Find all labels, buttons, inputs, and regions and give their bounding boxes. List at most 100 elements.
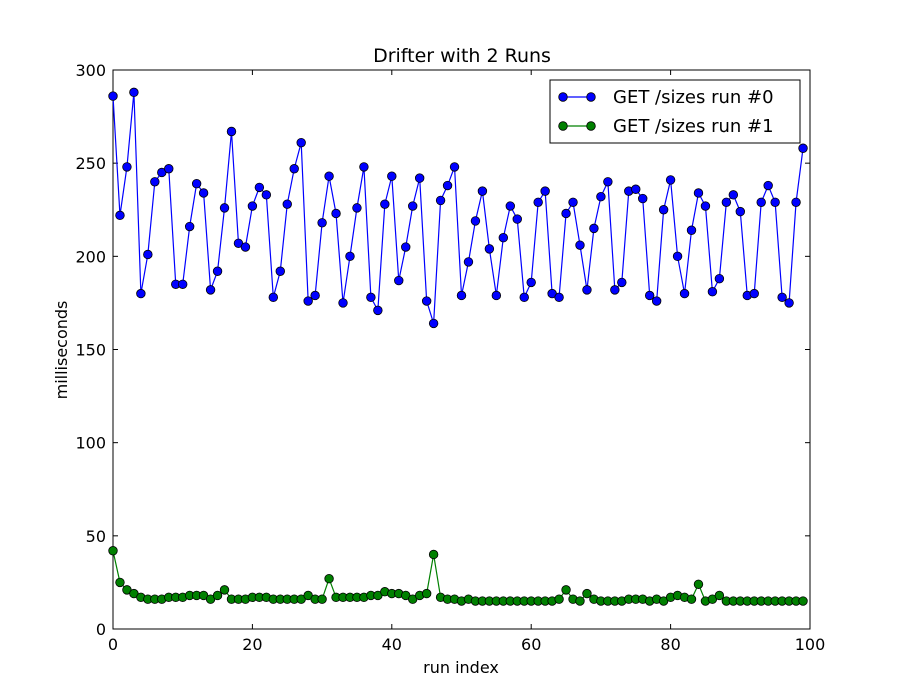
y-axis-label: milliseconds <box>52 301 71 400</box>
data-point <box>428 549 439 560</box>
data-point <box>268 292 279 303</box>
data-point <box>512 214 522 224</box>
series-line <box>112 92 804 324</box>
data-point <box>582 285 592 295</box>
legend-marker <box>586 92 596 102</box>
data-point <box>150 177 160 187</box>
data-point <box>561 208 571 219</box>
data-point <box>136 288 146 299</box>
data-point <box>658 205 669 215</box>
data-point <box>686 594 697 604</box>
data-point <box>317 218 327 228</box>
series-0 <box>108 87 808 329</box>
x-tick-label: 20 <box>242 635 262 654</box>
data-point <box>394 275 404 286</box>
data-point <box>421 296 432 306</box>
legend-box <box>549 79 801 144</box>
data-point <box>554 594 564 604</box>
data-point <box>366 292 376 303</box>
data-point <box>533 197 543 207</box>
data-point <box>470 216 481 226</box>
data-point <box>693 188 704 198</box>
data-point <box>275 266 285 276</box>
data-point <box>665 175 676 185</box>
data-point <box>519 292 529 303</box>
data-point <box>700 201 711 211</box>
data-point <box>317 594 327 604</box>
legend-marker <box>586 121 596 131</box>
data-point <box>219 585 230 595</box>
data-point <box>638 193 648 204</box>
data-point <box>212 590 223 601</box>
data-point <box>735 206 746 217</box>
data-point <box>352 203 362 213</box>
y-tick-label: 250 <box>75 154 106 173</box>
data-point <box>408 201 418 211</box>
legend-marker <box>558 92 568 102</box>
data-point <box>603 177 613 187</box>
plot-area <box>112 69 811 630</box>
data-point <box>707 287 718 297</box>
x-axis-label: run index <box>423 658 499 677</box>
y-tick-label: 50 <box>86 527 106 546</box>
y-tick-label: 100 <box>75 434 106 453</box>
x-tick-label: 40 <box>382 635 402 654</box>
data-point <box>282 199 292 209</box>
data-point <box>198 188 209 198</box>
data-point <box>798 143 808 153</box>
data-point <box>777 292 787 303</box>
legend: GET /sizes run #0 GET /sizes run #1 <box>549 79 801 144</box>
data-point <box>714 273 725 284</box>
data-point <box>770 197 780 207</box>
y-tick-label: 300 <box>75 61 106 80</box>
data-point <box>791 197 801 207</box>
series-layer <box>108 87 808 606</box>
data-point <box>177 279 188 289</box>
data-point <box>387 171 397 181</box>
data-point <box>582 588 592 599</box>
data-point <box>289 164 299 174</box>
data-point <box>338 298 348 308</box>
data-point <box>240 242 251 252</box>
data-point <box>191 178 202 189</box>
y-tick-label: 200 <box>75 247 106 266</box>
data-point <box>631 184 641 194</box>
y-tick-label: 0 <box>96 620 106 639</box>
data-point <box>115 210 125 221</box>
data-point <box>184 221 195 232</box>
data-point <box>498 232 509 243</box>
data-point <box>568 197 578 207</box>
legend-label: GET /sizes run #0 <box>613 87 774 108</box>
data-point <box>693 579 704 589</box>
data-point <box>428 318 439 329</box>
legend-entry: GET /sizes run #0 <box>558 87 774 108</box>
data-point <box>672 251 683 262</box>
x-tick-label: 100 <box>795 635 826 654</box>
data-point <box>129 87 139 98</box>
data-point <box>401 242 411 252</box>
x-tick-label: 60 <box>521 635 541 654</box>
data-point <box>442 180 453 191</box>
data-point <box>205 285 216 295</box>
data-point <box>575 240 585 250</box>
data-point <box>749 288 759 299</box>
y-tick-label: 150 <box>75 341 106 360</box>
data-point <box>596 192 606 202</box>
data-point <box>122 162 132 172</box>
data-point <box>679 288 690 299</box>
data-point <box>261 190 272 200</box>
x-tick-label: 0 <box>108 635 118 654</box>
data-point <box>554 292 564 303</box>
data-point <box>331 208 341 219</box>
data-point <box>164 164 174 174</box>
data-point <box>414 173 425 183</box>
data-point <box>108 91 118 101</box>
data-point <box>115 577 125 588</box>
data-point <box>324 171 334 181</box>
legend-marker <box>558 121 568 131</box>
data-point <box>247 201 258 211</box>
data-point <box>226 126 237 137</box>
data-point <box>324 573 334 584</box>
data-point <box>763 180 773 191</box>
